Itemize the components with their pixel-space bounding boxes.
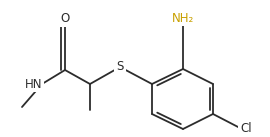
- Text: O: O: [60, 12, 70, 25]
- Text: HN: HN: [25, 78, 42, 91]
- Text: Cl: Cl: [240, 122, 252, 135]
- Text: NH₂: NH₂: [172, 12, 194, 25]
- Text: S: S: [116, 61, 124, 73]
